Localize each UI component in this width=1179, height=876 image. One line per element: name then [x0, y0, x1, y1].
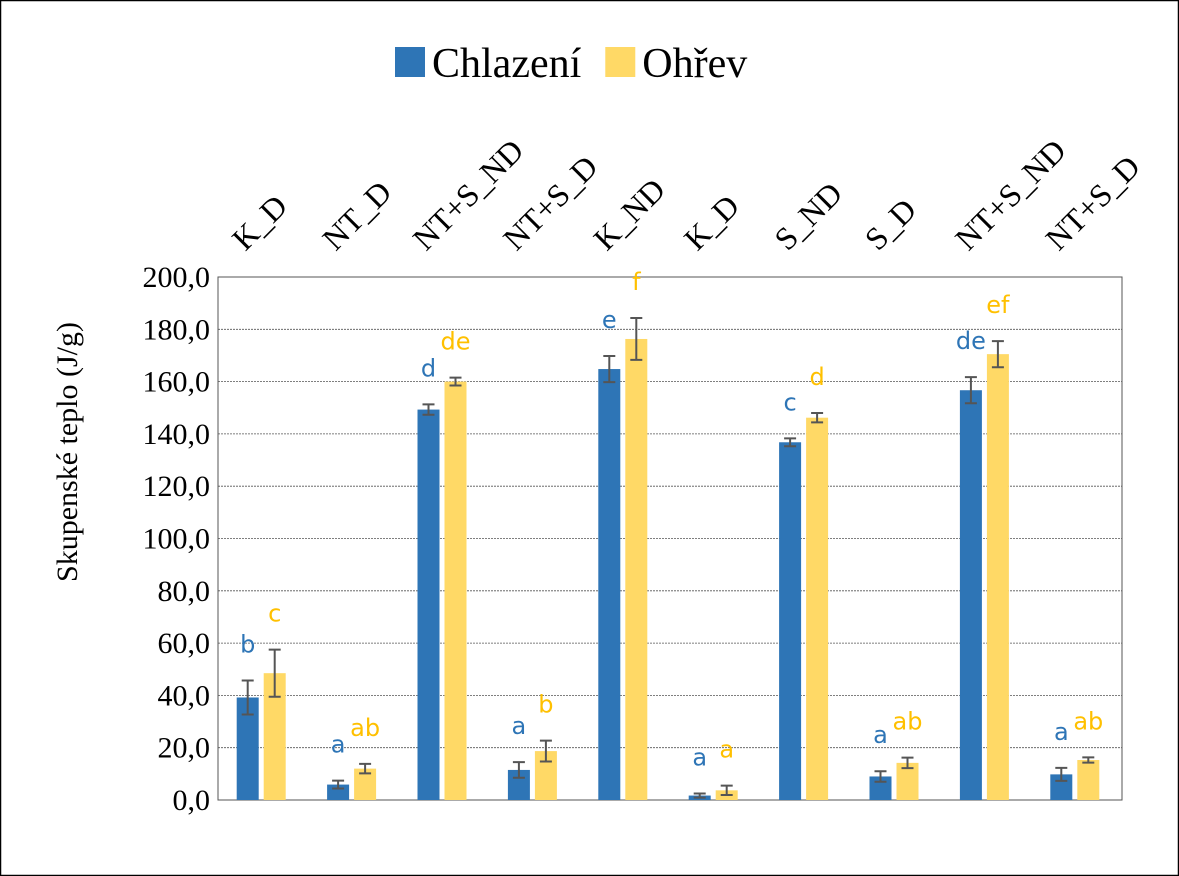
bar	[354, 768, 377, 800]
legend-swatch	[395, 47, 425, 77]
bar	[625, 338, 648, 800]
error-bar	[784, 437, 797, 448]
y-tick-label: 200,0	[143, 261, 211, 294]
significance-label: d	[809, 363, 824, 391]
significance-label: de	[441, 328, 471, 356]
y-tick-label: 0,0	[173, 784, 211, 817]
y-tick-label: 80,0	[158, 575, 211, 608]
error-bar	[268, 648, 281, 698]
error-bar	[991, 340, 1004, 369]
bar	[986, 354, 1009, 800]
significance-label: b	[538, 691, 553, 719]
y-tick-label: 180,0	[143, 313, 211, 346]
significance-label: ab	[893, 708, 923, 736]
significance-label: de	[956, 327, 986, 355]
error-bar	[512, 761, 525, 779]
error-bar	[720, 784, 733, 797]
legend-label: Ohřev	[642, 41, 747, 87]
error-bar	[422, 403, 435, 416]
significance-label: a	[692, 743, 707, 771]
y-tick-label: 60,0	[158, 627, 211, 660]
significance-label: a	[719, 736, 734, 764]
bar	[896, 762, 919, 800]
error-bar	[1055, 766, 1068, 782]
bar	[236, 697, 259, 800]
y-tick-label: 140,0	[143, 418, 211, 451]
significance-label: b	[240, 630, 255, 658]
y-tick-label: 160,0	[143, 366, 211, 399]
bar	[779, 442, 802, 800]
significance-label: ab	[1073, 707, 1103, 735]
y-tick-label: 100,0	[143, 523, 211, 556]
bar	[534, 751, 557, 800]
error-bar	[874, 770, 887, 783]
error-bar	[603, 354, 616, 384]
y-tick-label: 40,0	[158, 679, 211, 712]
significance-label: ef	[986, 291, 1010, 319]
y-axis-label: Skupenské teplo (J/g)	[51, 322, 84, 582]
error-bar	[332, 779, 345, 790]
error-bar	[1082, 756, 1095, 764]
significance-label: e	[602, 306, 617, 334]
significance-label: a	[331, 731, 346, 759]
bar	[598, 369, 621, 800]
plot-border	[217, 276, 1123, 801]
significance-label: d	[421, 354, 436, 382]
legend-label: Chlazení	[432, 41, 582, 87]
error-bar	[811, 411, 824, 424]
error-bar	[630, 317, 643, 361]
significance-label: a	[1054, 718, 1069, 746]
significance-label: a	[873, 721, 888, 749]
bar	[959, 390, 982, 800]
error-bar	[359, 762, 372, 775]
significance-label: c	[783, 388, 796, 416]
significance-label: ab	[350, 714, 380, 742]
error-bar	[241, 679, 254, 716]
significance-label: a	[512, 712, 527, 740]
error-bar	[693, 792, 706, 799]
bar	[1077, 759, 1100, 800]
error-bar	[449, 376, 462, 387]
error-bar	[901, 756, 914, 770]
error-bar	[539, 739, 552, 763]
y-tick-label: 20,0	[158, 732, 211, 765]
significance-label: f	[632, 268, 641, 296]
y-tick-label: 120,0	[143, 470, 211, 503]
bar	[417, 409, 440, 800]
error-bar	[964, 376, 977, 405]
bar	[806, 417, 829, 800]
bar	[263, 673, 286, 800]
bar	[444, 381, 467, 800]
significance-label: c	[268, 600, 281, 628]
legend-swatch	[605, 47, 636, 77]
